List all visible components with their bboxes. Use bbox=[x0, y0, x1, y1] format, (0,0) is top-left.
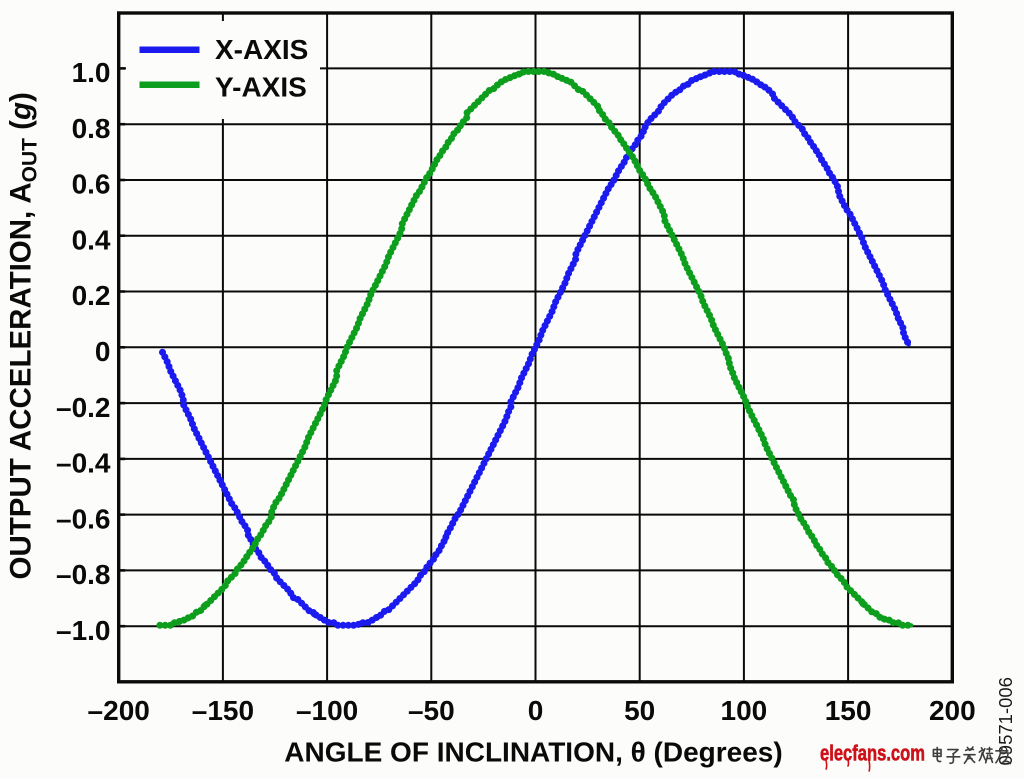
svg-text:–1.0: –1.0 bbox=[56, 615, 111, 646]
svg-text:0.6: 0.6 bbox=[72, 169, 111, 200]
svg-text:–50: –50 bbox=[408, 695, 455, 726]
svg-text:–0.4: –0.4 bbox=[56, 448, 111, 479]
svg-text:–150: –150 bbox=[192, 695, 254, 726]
svg-text:0.2: 0.2 bbox=[72, 280, 111, 311]
svg-text:ANGLE OF INCLINATION, θ (Degre: ANGLE OF INCLINATION, θ (Degrees) bbox=[284, 737, 782, 768]
svg-text:100: 100 bbox=[721, 695, 768, 726]
svg-text:150: 150 bbox=[825, 695, 872, 726]
svg-text:0: 0 bbox=[528, 695, 544, 726]
svg-text:1.0: 1.0 bbox=[72, 57, 111, 88]
svg-text:09571-006: 09571-006 bbox=[995, 677, 1016, 765]
svg-text:–0.6: –0.6 bbox=[56, 503, 111, 534]
svg-text:50: 50 bbox=[624, 695, 655, 726]
svg-text:–100: –100 bbox=[296, 695, 358, 726]
svg-text:0: 0 bbox=[95, 336, 111, 367]
svg-text:0.8: 0.8 bbox=[72, 113, 111, 144]
svg-text:–0.8: –0.8 bbox=[56, 559, 111, 590]
svg-text:200: 200 bbox=[929, 695, 976, 726]
svg-text:Y-AXIS: Y-AXIS bbox=[215, 71, 307, 102]
svg-text:elecfans.com: elecfans.com bbox=[820, 741, 925, 766]
svg-text:–0.2: –0.2 bbox=[56, 392, 111, 423]
svg-text:–200: –200 bbox=[88, 695, 150, 726]
svg-text:0.4: 0.4 bbox=[72, 224, 111, 255]
svg-text:X-AXIS: X-AXIS bbox=[215, 34, 308, 65]
